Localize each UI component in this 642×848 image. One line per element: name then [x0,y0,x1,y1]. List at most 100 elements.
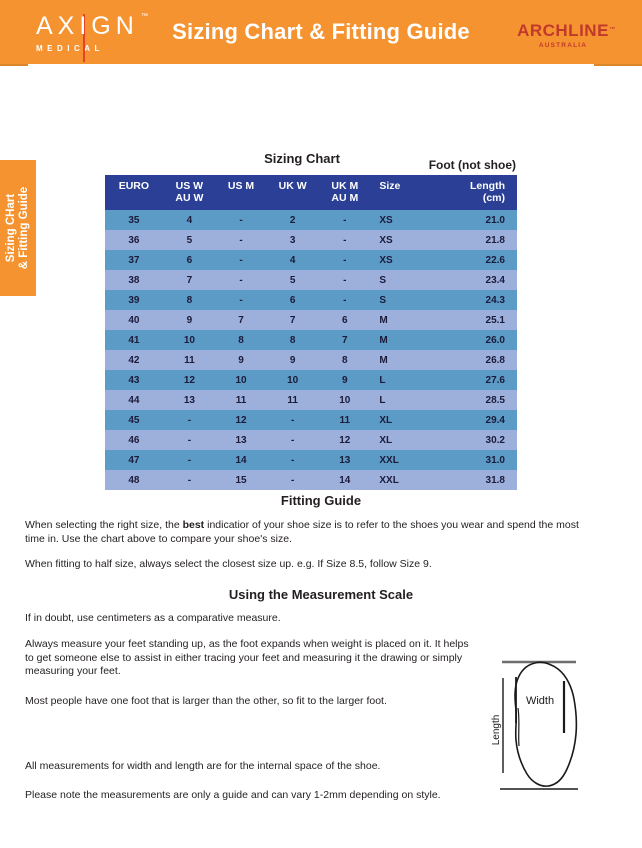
cell-euro: 48 [105,470,163,490]
length-label: Length [491,715,502,746]
cell-uk-w: 5 [265,270,320,290]
cell-us-w: - [162,430,217,450]
cell-uk-w: 10 [265,370,320,390]
cell-length: 21.0 [427,210,517,230]
cell-us-w: - [162,410,217,430]
table-row: 42 11 9 9 8 M 26.8 [105,350,517,370]
cell-us-m: - [216,270,266,290]
width-label: Width [526,695,554,707]
cell-size: XS [370,230,428,250]
measurement-scale-heading: Using the Measurement Scale [228,587,414,602]
table-row: 41 10 8 8 7 M 26.0 [105,330,517,350]
cell-us-m: 13 [216,430,266,450]
cell-us-w: 7 [162,270,217,290]
cell-length: 29.4 [427,410,517,430]
col-uk-m: UK M AU M [319,175,371,210]
cell-size: M [370,350,428,370]
cell-size: M [370,310,428,330]
cell-length: 26.8 [427,350,517,370]
table-header: EURO US W AU W US M UK W UK M AU M Size … [105,175,517,210]
header-accent-line-left [0,64,28,66]
cell-uk-m: 14 [319,470,371,490]
cell-us-m: 10 [216,370,266,390]
cell-euro: 41 [105,330,163,350]
col-uk-m-line1: UK M [331,180,359,192]
measurement-paragraph-2: Always measure your feet standing up, as… [25,638,469,677]
cell-uk-m: - [319,290,371,310]
cell-length: 26.0 [427,330,517,350]
footprint-outline [514,661,578,787]
cell-uk-w: 2 [265,210,320,230]
cell-uk-m: 8 [319,350,371,370]
cell-uk-w: 4 [265,250,320,270]
cell-us-m: 12 [216,410,266,430]
cell-size: XS [370,210,428,230]
cell-us-m: 7 [216,310,266,330]
measurement-paragraph-3: Most people have one foot that is larger… [25,695,387,707]
side-tab-sizing-chart[interactable]: Sizing CHart & Fitting Guide [0,160,36,296]
cell-us-w: 13 [162,390,217,410]
side-tab-rotator: Sizing CHart & Fitting Guide [0,160,36,296]
cell-uk-m: 6 [319,310,371,330]
cell-us-w: 9 [162,310,217,330]
col-length: Length (cm) [427,175,517,210]
table-body: 35 4-2- XS 21.0 36 5-3- XS 21.8 37 6-4- XS 22.6 38 7-… [105,210,517,490]
axign-subtitle: MEDICAL [36,44,104,53]
cell-uk-m: 7 [319,330,371,350]
cell-us-w: 5 [162,230,217,250]
table-row: 35 4-2- XS 21.0 [105,210,517,230]
col-size-line1: Size [379,180,401,192]
cell-length: 24.3 [427,290,517,310]
cell-us-w: 4 [162,210,217,230]
cell-uk-m: 11 [319,410,371,430]
cell-size: XL [370,410,428,430]
header-band [0,0,642,64]
cell-uk-w: 8 [265,330,320,350]
cell-us-m: - [216,210,266,230]
cell-uk-w: - [265,470,320,490]
cell-length: 23.4 [427,270,517,290]
cell-euro: 47 [105,450,163,470]
foot-outline-icon: Width Length [491,660,578,790]
cell-length: 30.2 [427,430,517,450]
cell-size: XXL [370,470,428,490]
header-accent-line-right [594,64,642,66]
cell-uk-m: 13 [319,450,371,470]
cell-size: L [370,390,428,410]
table-row: 37 6-4- XS 22.6 [105,250,517,270]
cell-uk-m: - [319,250,371,270]
col-length-line1: Length [470,180,505,192]
cell-us-m: 15 [216,470,266,490]
cell-uk-m: 9 [319,370,371,390]
cell-us-w: 12 [162,370,217,390]
cell-us-m: 8 [216,330,266,350]
cell-uk-m: 10 [319,390,371,410]
cell-us-w: - [162,470,217,490]
foot-not-shoe-label: Foot (not shoe) [428,158,516,172]
cell-uk-m: - [319,210,371,230]
cell-us-w: - [162,450,217,470]
col-us-w: US W AU W [162,175,217,210]
table-row: 45-12-11 XL 29.4 [105,410,517,430]
measurement-paragraph-4: All measurements for width and length ar… [25,760,381,772]
fitting-guide-paragraph-1: When selecting the right size, the best … [25,519,595,546]
col-uk-w-line1: UK W [278,180,307,192]
table-row: 40 9 7 7 6 M 25.1 [105,310,517,330]
table-row: 36 5-3- XS 21.8 [105,230,517,250]
archline-wordmark-text: ARCHLINE [517,21,609,40]
archline-subtitle: AUSTRALIA [538,42,588,49]
cell-size: XXL [370,450,428,470]
cell-size: XS [370,250,428,270]
col-us-w-line2: AU W [175,192,204,204]
cell-uk-w: - [265,410,320,430]
col-uk-w: UK W [265,175,320,210]
cell-length: 27.6 [427,370,517,390]
cell-euro: 36 [105,230,163,250]
cell-size: XL [370,430,428,450]
col-us-m-line1: US M [227,180,255,192]
table-row: 39 8-6- S 24.3 [105,290,517,310]
col-uk-m-line2: AU M [331,192,359,204]
col-size: Size [370,175,428,210]
axign-red-divider-icon [83,14,85,62]
archline-australia-logo: ARCHLINE ™ AUSTRALIA [510,21,616,50]
